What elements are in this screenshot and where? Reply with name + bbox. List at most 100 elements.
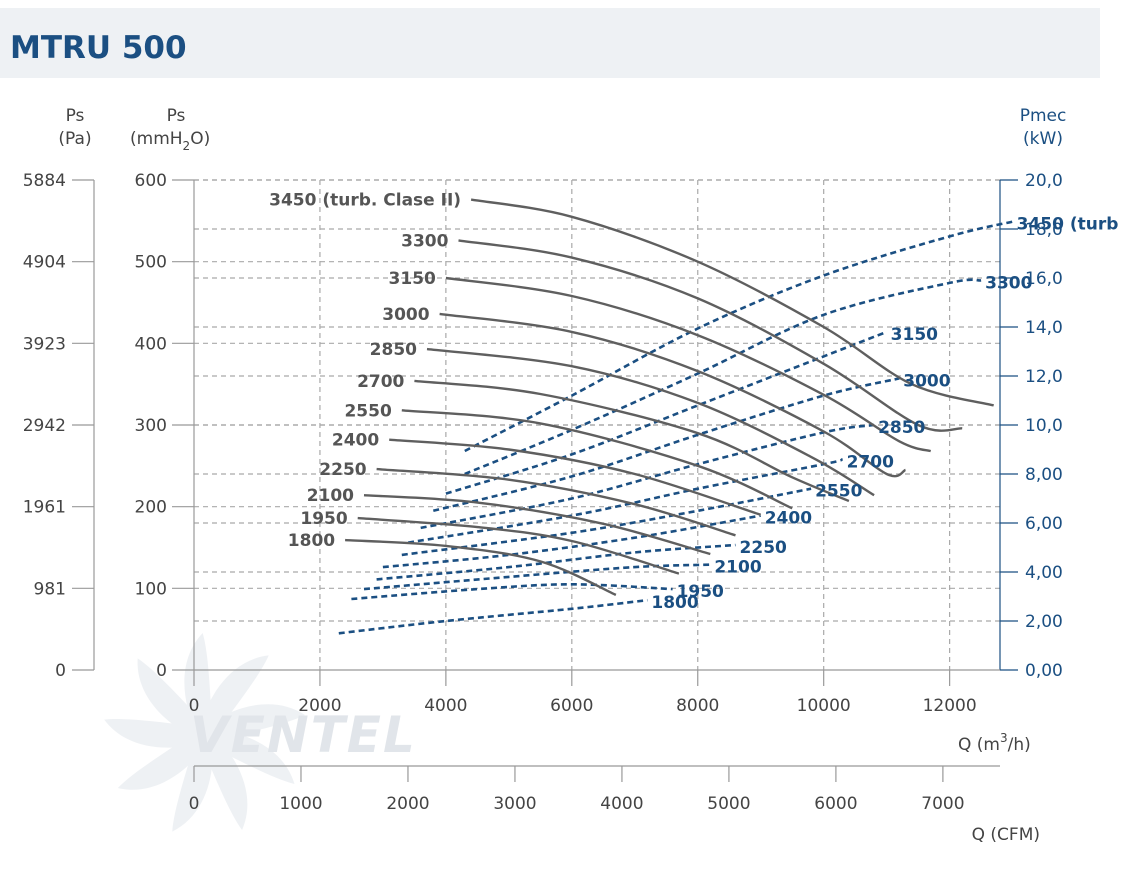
pressure-curve-label-6: 2550 bbox=[344, 401, 391, 421]
y-pa-tick-label-2: 1961 bbox=[23, 498, 66, 518]
y-mm-label-sub: 2 bbox=[183, 139, 191, 153]
power-curve-9 bbox=[363, 563, 711, 591]
fan-blade-4 bbox=[172, 731, 213, 832]
pressure-curve-label-0: 3450 (turb. Clase II) bbox=[269, 191, 461, 211]
power-curve-label-4: 2850 bbox=[878, 418, 925, 438]
x-axis-label: Q (m3/h) bbox=[958, 731, 1031, 755]
pressure-curve-7 bbox=[389, 438, 762, 516]
pressure-curve-label-5: 2700 bbox=[357, 372, 404, 392]
power-curve-2 bbox=[445, 330, 888, 495]
x-tick-label-0: 0 bbox=[189, 696, 200, 716]
pressure-curve-9 bbox=[363, 494, 711, 556]
x2-tick-label-3: 3000 bbox=[493, 794, 536, 814]
power-curve-11 bbox=[338, 598, 648, 635]
y-mm-tick-label-4: 400 bbox=[135, 334, 167, 354]
y-pa-tick-label-4: 3923 bbox=[23, 334, 66, 354]
power-curve-label-7: 2400 bbox=[765, 509, 812, 529]
power-curve-label-8: 2250 bbox=[740, 538, 787, 558]
x2-tick-label-1: 1000 bbox=[279, 794, 322, 814]
power-curve-0 bbox=[464, 220, 1013, 453]
pressure-curve-label-11: 1800 bbox=[288, 531, 335, 551]
power-curve-label-2: 3150 bbox=[891, 325, 938, 345]
pressure-curve-label-3: 3000 bbox=[382, 305, 429, 325]
pressure-curve-11 bbox=[345, 538, 617, 596]
x-tick-label-1: 2000 bbox=[298, 696, 341, 716]
power-curve-label-0: 3450 (turb bbox=[1017, 215, 1119, 235]
power-curve-label-10: 1950 bbox=[677, 582, 724, 602]
watermark-text: VENTEL bbox=[190, 706, 417, 764]
power-curve-1 bbox=[464, 278, 982, 476]
x2-tick-label-0: 0 bbox=[189, 794, 200, 814]
y-mm-tick-label-2: 200 bbox=[135, 498, 167, 518]
y-mm-tick-label-0: 0 bbox=[156, 661, 167, 681]
x-label-main: Q (m bbox=[958, 735, 1000, 755]
y-kw-tick-label-4: 8,00 bbox=[1025, 465, 1063, 485]
pressure-curve-label-9: 2100 bbox=[307, 486, 354, 506]
x-tick-label-5: 10000 bbox=[797, 696, 851, 716]
x2-tick-label-7: 7000 bbox=[921, 794, 964, 814]
pressure-curve-3 bbox=[439, 312, 907, 478]
y-kw-tick-label-2: 4,00 bbox=[1025, 563, 1063, 583]
y-mm-label-main: (mmH bbox=[130, 129, 183, 149]
y-pa-tick-label-3: 2942 bbox=[23, 416, 66, 436]
y-kw-tick-label-10: 20,0 bbox=[1025, 171, 1063, 191]
y-mm-tick-label-3: 300 bbox=[135, 416, 167, 436]
header-bar: MTRU 500 bbox=[0, 8, 1100, 78]
y-mm-label: (mmH2O) bbox=[130, 129, 210, 153]
pressure-curve-5 bbox=[414, 379, 850, 503]
y-mm-tick-label-6: 600 bbox=[135, 171, 167, 191]
x-tick-label-4: 8000 bbox=[676, 696, 719, 716]
x2-tick-label-4: 4000 bbox=[600, 794, 643, 814]
pressure-curve-6 bbox=[401, 409, 793, 510]
pressure-curve-label-1: 3300 bbox=[401, 231, 448, 251]
y-pa-tick-label-5: 4904 bbox=[23, 253, 66, 273]
x-tick-label-2: 4000 bbox=[424, 696, 467, 716]
y-pa-label-bottom: (Pa) bbox=[58, 129, 91, 149]
y-kw-tick-label-3: 6,00 bbox=[1025, 514, 1063, 534]
y-mm-tick-label-5: 500 bbox=[135, 253, 167, 273]
pressure-curve-4 bbox=[426, 347, 875, 497]
pressure-curve-0 bbox=[470, 198, 994, 407]
ventel-watermark-logo: VENTEL bbox=[104, 633, 417, 832]
pressure-curves bbox=[345, 198, 994, 596]
pressure-curve-label-8: 2250 bbox=[319, 460, 366, 480]
y-kw-tick-label-5: 10,0 bbox=[1025, 416, 1063, 436]
power-curve-label-5: 2700 bbox=[847, 452, 894, 472]
y-pa-tick-label-1: 981 bbox=[34, 579, 66, 599]
page-title: MTRU 500 bbox=[10, 30, 187, 66]
x2-tick-label-2: 2000 bbox=[386, 794, 429, 814]
y-kw-tick-label-8: 16,0 bbox=[1025, 269, 1063, 289]
x-label-tail: /h) bbox=[1008, 735, 1031, 755]
power-curve-3 bbox=[432, 377, 900, 513]
x-label-sup: 3 bbox=[1000, 731, 1008, 745]
pressure-curve-label-2: 3150 bbox=[389, 269, 436, 289]
x-tick-label-6: 12000 bbox=[923, 696, 977, 716]
power-curve-10 bbox=[351, 582, 673, 601]
x-tick-label-3: 6000 bbox=[550, 696, 593, 716]
fan-blade-9 bbox=[199, 655, 269, 742]
x2-tick-label-6: 6000 bbox=[814, 794, 857, 814]
y-kw-tick-label-1: 2,00 bbox=[1025, 612, 1063, 632]
y-mm-label-tail: O) bbox=[190, 129, 210, 149]
pressure-curve-label-4: 2850 bbox=[370, 340, 417, 360]
chart-axes: 0981196129423923490458840100200300400500… bbox=[23, 171, 1063, 814]
y-mm-label-top: Ps bbox=[167, 106, 186, 126]
power-curve-label-11: 1800 bbox=[651, 593, 698, 613]
power-curve-label-9: 2100 bbox=[714, 558, 761, 578]
pressure-curve-label-10: 1950 bbox=[300, 509, 347, 529]
y-kw-tick-label-6: 12,0 bbox=[1025, 367, 1063, 387]
y-pa-label-top: Ps bbox=[66, 106, 85, 126]
y-kw-tick-label-7: 14,0 bbox=[1025, 318, 1063, 338]
power-curve-label-3: 3000 bbox=[903, 371, 950, 391]
power-curve-6 bbox=[401, 487, 812, 557]
pressure-curve-1 bbox=[458, 239, 963, 432]
fan-blades-icon bbox=[104, 633, 305, 832]
y-mm-tick-label-1: 100 bbox=[135, 579, 167, 599]
y-kw-tick-label-9: 18,0 bbox=[1025, 220, 1063, 240]
power-curve-label-6: 2550 bbox=[815, 482, 862, 502]
x2-axis-label: Q (CFM) bbox=[972, 825, 1040, 845]
y-pa-tick-label-0: 0 bbox=[55, 661, 66, 681]
pressure-curve-8 bbox=[376, 467, 736, 537]
pressure-curve-2 bbox=[445, 276, 932, 453]
